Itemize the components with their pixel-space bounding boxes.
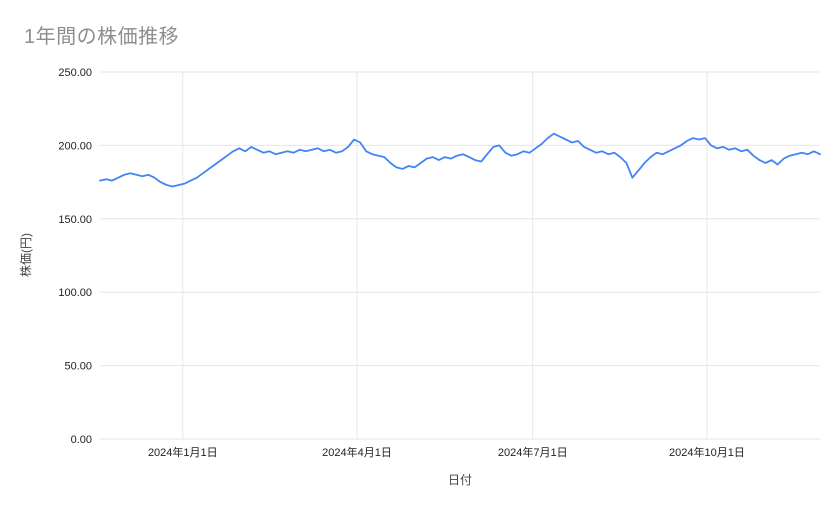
y-tick-label: 200.00: [58, 140, 92, 152]
x-axis-title: 日付: [448, 473, 472, 487]
y-tick-label: 100.00: [58, 287, 92, 299]
y-tick-label: 150.00: [58, 214, 92, 226]
y-tick-label: 50.00: [64, 361, 92, 373]
chart-title: 1年間の株価推移: [24, 26, 180, 48]
x-tick-label: 2024年4月1日: [322, 445, 392, 459]
x-tick-label: 2024年1月1日: [148, 445, 218, 459]
x-tick-label: 2024年10月1日: [669, 445, 745, 459]
grid-layer: [100, 71, 820, 440]
y-axis-title: 株価(円): [18, 233, 33, 277]
series-layer: [99, 132, 821, 188]
stock-price-line: [99, 132, 821, 188]
x-tick-label: 2024年7月1日: [498, 445, 568, 459]
y-tick-label: 0.00: [71, 434, 92, 446]
y-tick-label: 250.00: [58, 67, 92, 79]
tick-layer: 0.00 50.00 100.00 150.00 200.00 250.00 2024年1月…: [58, 67, 745, 459]
